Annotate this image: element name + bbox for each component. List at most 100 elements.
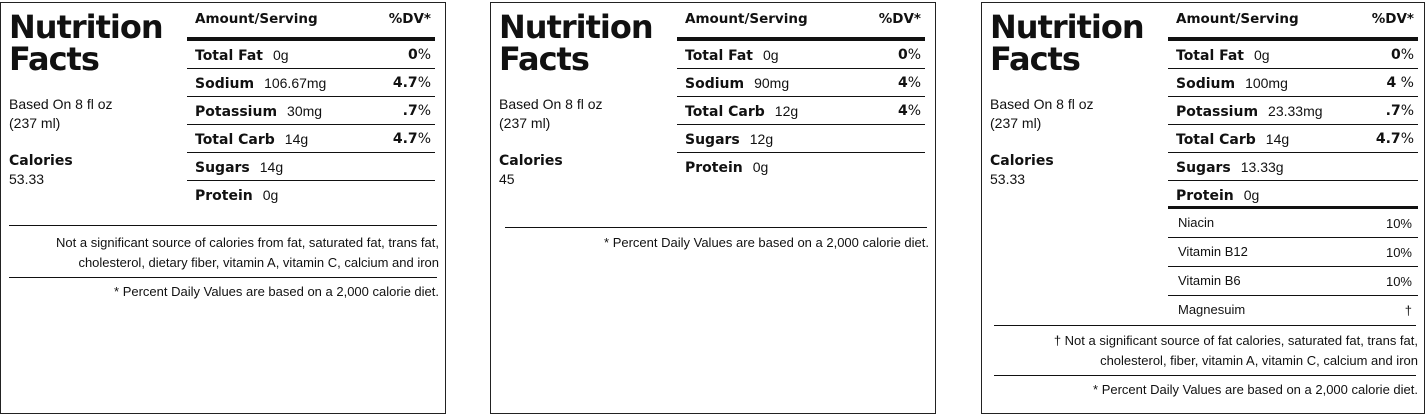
nutrient-name: Total Fat (195, 48, 264, 64)
not-significant-note: Not a significant source of calories fro… (56, 233, 439, 273)
nutrient-dv: 0 (407, 47, 418, 63)
vitamin-row: Vitamin B6 10% (1168, 267, 1418, 296)
nutrient-amount: 12g (774, 103, 799, 119)
header-amount: Amount/Serving (685, 11, 808, 27)
nutrient-row: Sodium 100mg 4 % (1168, 69, 1418, 97)
serving-line-2: (237 ml) (990, 115, 1042, 131)
label-title: Nutrition Facts (990, 8, 1145, 75)
nutrient-dv: 4 (897, 75, 908, 91)
nutrition-label-1: Nutrition Facts Based On 8 fl oz (237 ml… (0, 2, 446, 414)
note-line-1: Not a significant source of calories fro… (56, 235, 439, 250)
calories-label: Calories (9, 153, 73, 169)
nutrient-name: Potassium (195, 104, 278, 120)
nutrient-name: Total Fat (685, 48, 754, 64)
nutrient-name: Protein (1176, 188, 1234, 204)
percent-sign: % (1400, 47, 1414, 63)
nutrient-table: Amount/Serving %DV* Total Fat 0g 0% Sodiu… (677, 3, 925, 181)
nutrient-dv: 0 (897, 47, 908, 63)
header-dv: %DV* (388, 11, 431, 27)
nutrient-amount: 0g (262, 187, 279, 203)
header-dv: %DV* (878, 11, 921, 27)
nutrient-amount: 0g (752, 159, 769, 175)
nutrient-name: Total Fat (1176, 48, 1245, 64)
nutrient-amount: 23.33mg (1268, 103, 1323, 119)
nutrient-name: Total Carb (1176, 132, 1256, 148)
serving-size: Based On 8 fl oz (237 ml) (499, 95, 603, 133)
nutrient-row: Sugars 12g (677, 125, 925, 153)
percent-sign: % (907, 103, 921, 119)
vitamin-value: † (1404, 303, 1412, 318)
nutrient-name: Total Carb (685, 104, 765, 120)
percent-sign: % (417, 47, 431, 63)
nutrient-name: Sugars (685, 132, 740, 148)
nutrient-amount: 14g (284, 131, 309, 147)
serving-line-1: Based On 8 fl oz (499, 96, 603, 112)
note-line-2: cholesterol, dietary fiber, vitamin A, v… (78, 255, 439, 270)
divider (994, 375, 1416, 376)
nutrient-table: Amount/Serving %DV* Total Fat 0g 0% Sodiu… (187, 3, 435, 209)
nutrient-dv: .7 (1385, 103, 1401, 119)
nutrient-name: Potassium (1176, 104, 1259, 120)
nutrient-name: Total Carb (195, 132, 275, 148)
vitamin-name: Vitamin B12 (1178, 244, 1248, 259)
note-line-2: cholesterol, fiber, vitamin A, vitamin C… (1100, 353, 1418, 368)
vitamin-value: 10% (1385, 245, 1412, 260)
title-line-1: Nutrition (499, 8, 654, 46)
calories-label: Calories (499, 153, 563, 169)
title-line-1: Nutrition (990, 8, 1145, 46)
vitamin-row: Magnesuim † (1168, 296, 1418, 325)
nutrient-row: Protein 0g (187, 181, 435, 209)
nutrient-amount: 0g (763, 47, 779, 63)
label-title: Nutrition Facts (499, 8, 654, 78)
vitamin-row: Vitamin B12 10% (1168, 238, 1418, 267)
dv-footnote: * Percent Daily Values are based on a 2,… (1093, 382, 1418, 397)
nutrient-row: Sugars 14g (187, 153, 435, 181)
nutrition-label-2: Nutrition Facts Based On 8 fl oz (237 ml… (490, 2, 936, 414)
nutrient-amount: 0g (1243, 187, 1260, 203)
nutrient-dv: 4.7 (392, 131, 418, 147)
vitamin-name: Magnesuim (1178, 302, 1246, 317)
header-amount: Amount/Serving (1176, 11, 1299, 27)
nutrient-table: Amount/Serving %DV* Total Fat 0g 0% Sodiu… (1168, 3, 1418, 325)
percent-sign: % (907, 75, 921, 91)
nutrient-amount: 12g (749, 131, 774, 147)
percent-sign: % (417, 103, 431, 119)
percent-sign: % (907, 47, 921, 63)
nutrient-row: Total Fat 0g 0% (187, 41, 435, 69)
label-title: Nutrition Facts (9, 8, 164, 75)
divider (994, 325, 1416, 326)
table-header: Amount/Serving %DV* (187, 3, 435, 41)
nutrient-row: Protein 0g (677, 153, 925, 181)
percent-sign: % (1396, 75, 1414, 91)
nutrient-dv: 0 (1390, 47, 1401, 63)
serving-line-1: Based On 8 fl oz (990, 96, 1094, 112)
title-line-1: Nutrition (9, 8, 164, 46)
nutrient-row: Total Carb 14g 4.7% (187, 125, 435, 153)
vitamin-value: 10% (1385, 274, 1412, 289)
nutrient-amount: 14g (259, 159, 284, 175)
nutrient-amount: 0g (1254, 47, 1270, 63)
header-amount: Amount/Serving (195, 11, 318, 27)
nutrient-row: Total Carb 14g 4.7% (1168, 125, 1418, 153)
serving-size: Based On 8 fl oz (237 ml) (9, 95, 113, 133)
serving-line-2: (237 ml) (9, 115, 61, 131)
serving-line-2: (237 ml) (499, 115, 551, 131)
nutrient-name: Sodium (1176, 76, 1236, 92)
calories-label: Calories (990, 153, 1054, 169)
vitamin-name: Niacin (1178, 215, 1215, 230)
nutrient-name: Sodium (685, 76, 745, 92)
dv-footnote: * Percent Daily Values are based on a 2,… (114, 284, 439, 299)
percent-sign: % (1400, 131, 1414, 147)
nutrient-amount: 90mg (754, 75, 790, 91)
not-significant-note: † Not a significant source of fat calori… (1054, 331, 1418, 371)
nutrient-name: Sodium (195, 76, 255, 92)
nutrition-label-3: Nutrition Facts Based On 8 fl oz (237 ml… (981, 2, 1425, 414)
calories-value: 45 (499, 171, 515, 187)
percent-sign: % (417, 75, 431, 91)
serving-size: Based On 8 fl oz (237 ml) (990, 95, 1094, 133)
nutrient-amount: 106.67mg (264, 75, 327, 91)
title-line-2: Facts (499, 40, 590, 78)
divider (9, 277, 437, 278)
note-line-1: † Not a significant source of fat calori… (1053, 333, 1418, 348)
nutrient-dv: 4.7 (1375, 131, 1401, 147)
